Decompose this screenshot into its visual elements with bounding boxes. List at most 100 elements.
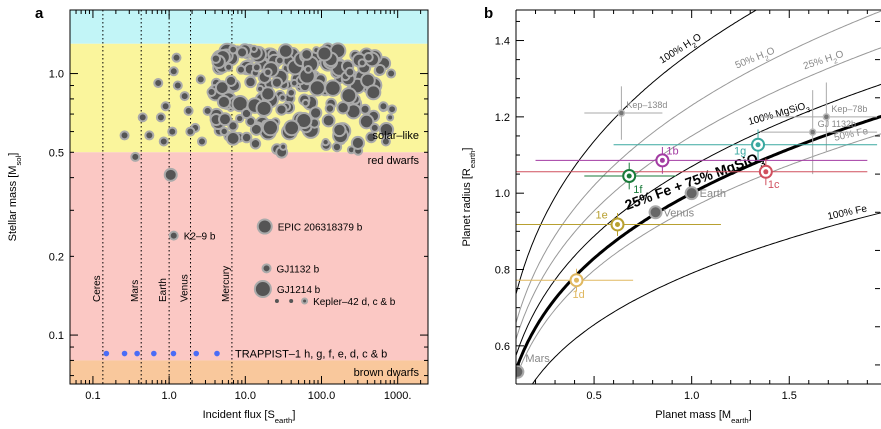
other-planet-marker <box>808 128 817 136</box>
trappist-point <box>134 350 140 357</box>
exoplanet-point <box>168 66 179 77</box>
other-planet-label: Kep–78b <box>831 104 867 114</box>
trappist-point <box>193 350 200 357</box>
exoplanet-point <box>225 131 241 146</box>
y-tick-label: 1.0 <box>49 69 64 81</box>
exoplanet-point <box>277 43 294 59</box>
exoplanet-point <box>274 55 285 66</box>
exoplanet-point <box>295 111 313 130</box>
exoplanet-point <box>224 74 238 87</box>
exoplanet-point <box>158 136 169 147</box>
other-planet-marker <box>617 109 626 117</box>
trappist-planet-label: 1d <box>573 289 585 301</box>
exoplanet-point <box>155 112 166 123</box>
y-tick-label: 0.8 <box>495 265 510 277</box>
composition-curve-label: 25% H2O <box>802 49 846 75</box>
other-planet-label: GJ 1132b <box>818 119 856 129</box>
exoplanet-point <box>261 119 280 137</box>
kepler42-marker <box>274 298 279 303</box>
exoplanet-point <box>202 105 213 116</box>
exoplanet-point <box>167 126 178 137</box>
trappist-planet-core <box>755 142 761 148</box>
trappist-point <box>151 350 157 357</box>
y-tick-label: 1.0 <box>495 188 510 200</box>
exoplanet-point <box>300 48 314 61</box>
flux-line-label: Venus <box>180 274 191 302</box>
other-planet-label: Kep–138d <box>626 100 667 110</box>
composition-curve <box>531 212 881 384</box>
exoplanet-point <box>278 93 287 102</box>
exoplanet-point <box>358 113 375 130</box>
exoplanet-point <box>344 66 356 78</box>
panel-a: Ceres Mars Earth Venus Mercury K2–9 b EPIC 206… <box>7 5 429 425</box>
exoplanet-point <box>336 101 350 115</box>
trappist-planet-label: 1e <box>595 209 607 221</box>
trappist-planet-label: 1c <box>768 179 780 191</box>
x-tick-label: 1.5 <box>782 390 797 402</box>
exoplanet-point <box>217 112 232 127</box>
trappist-planet-core <box>626 173 632 179</box>
trappist-planet-label: 1f <box>633 184 643 196</box>
exoplanet-point <box>286 88 296 98</box>
exoplanet-point <box>179 91 190 102</box>
composition-curve <box>516 10 758 295</box>
labeled-planet-marker <box>261 263 272 274</box>
trappist-point <box>170 350 177 357</box>
exoplanet-point <box>219 126 229 137</box>
exoplanet-point <box>144 130 155 141</box>
x-axis-label: Planet mass [Mearth] <box>655 409 751 425</box>
exoplanet-point <box>386 113 395 122</box>
exoplanet-point <box>283 119 301 137</box>
exoplanet-point <box>195 74 206 85</box>
exoplanet-point <box>183 105 194 116</box>
band-3 <box>70 360 428 384</box>
kepler42-marker <box>289 298 294 303</box>
y-tick-label: 0.5 <box>49 147 64 159</box>
y-tick-label: 0.6 <box>495 341 510 353</box>
other-planet-marker <box>822 113 831 121</box>
solar-planet-marker <box>648 205 663 220</box>
exoplanet-point <box>249 138 262 150</box>
composition-curve <box>516 83 881 356</box>
flux-line-label: Mercury <box>221 266 232 302</box>
exoplanet-point <box>255 99 273 117</box>
panel-label-b: b <box>484 5 493 22</box>
labeled-planet-label: K2–9 b <box>184 232 216 243</box>
flux-line-label: Mars <box>130 280 141 302</box>
composition-curve-label: 100% H2O <box>658 32 705 69</box>
exoplanet-point <box>171 52 182 63</box>
exoplanet-point <box>185 126 196 137</box>
y-tick-label: 0.1 <box>49 330 64 342</box>
labeled-planet-marker <box>253 280 272 299</box>
exoplanet-point <box>263 67 273 77</box>
exoplanet-point <box>340 87 358 104</box>
solar-planet-label: Mars <box>525 353 550 365</box>
trappist-point <box>214 350 220 357</box>
y-axis-label: Stellar mass [Msol] <box>7 153 23 242</box>
exoplanet-point <box>270 76 283 89</box>
exoplanet-point <box>363 51 374 63</box>
x-tick-label: 0.5 <box>586 390 601 402</box>
exoplanet-point <box>251 62 262 73</box>
exoplanet-point <box>332 122 347 138</box>
exoplanet-point <box>172 80 183 91</box>
exoplanet-point <box>374 63 386 76</box>
exoplanet-point <box>324 103 336 114</box>
exoplanet-point <box>350 135 365 151</box>
exoplanet-point <box>378 121 395 138</box>
exoplanet-point <box>369 122 380 133</box>
exoplanet-point <box>365 131 378 144</box>
exoplanet-point <box>378 101 389 112</box>
labeled-planet-marker <box>256 218 273 235</box>
exoplanet-point <box>249 44 259 53</box>
exoplanet-point <box>316 45 333 62</box>
exoplanet-point <box>236 64 246 75</box>
trappist-planet-label: 1g <box>734 146 746 158</box>
exoplanet-point <box>279 142 288 151</box>
labeled-planet-label: GJ1132 b <box>277 264 320 275</box>
exoplanet-point <box>309 106 323 120</box>
composition-curve-label: 100% MgSiO3 <box>747 100 811 130</box>
